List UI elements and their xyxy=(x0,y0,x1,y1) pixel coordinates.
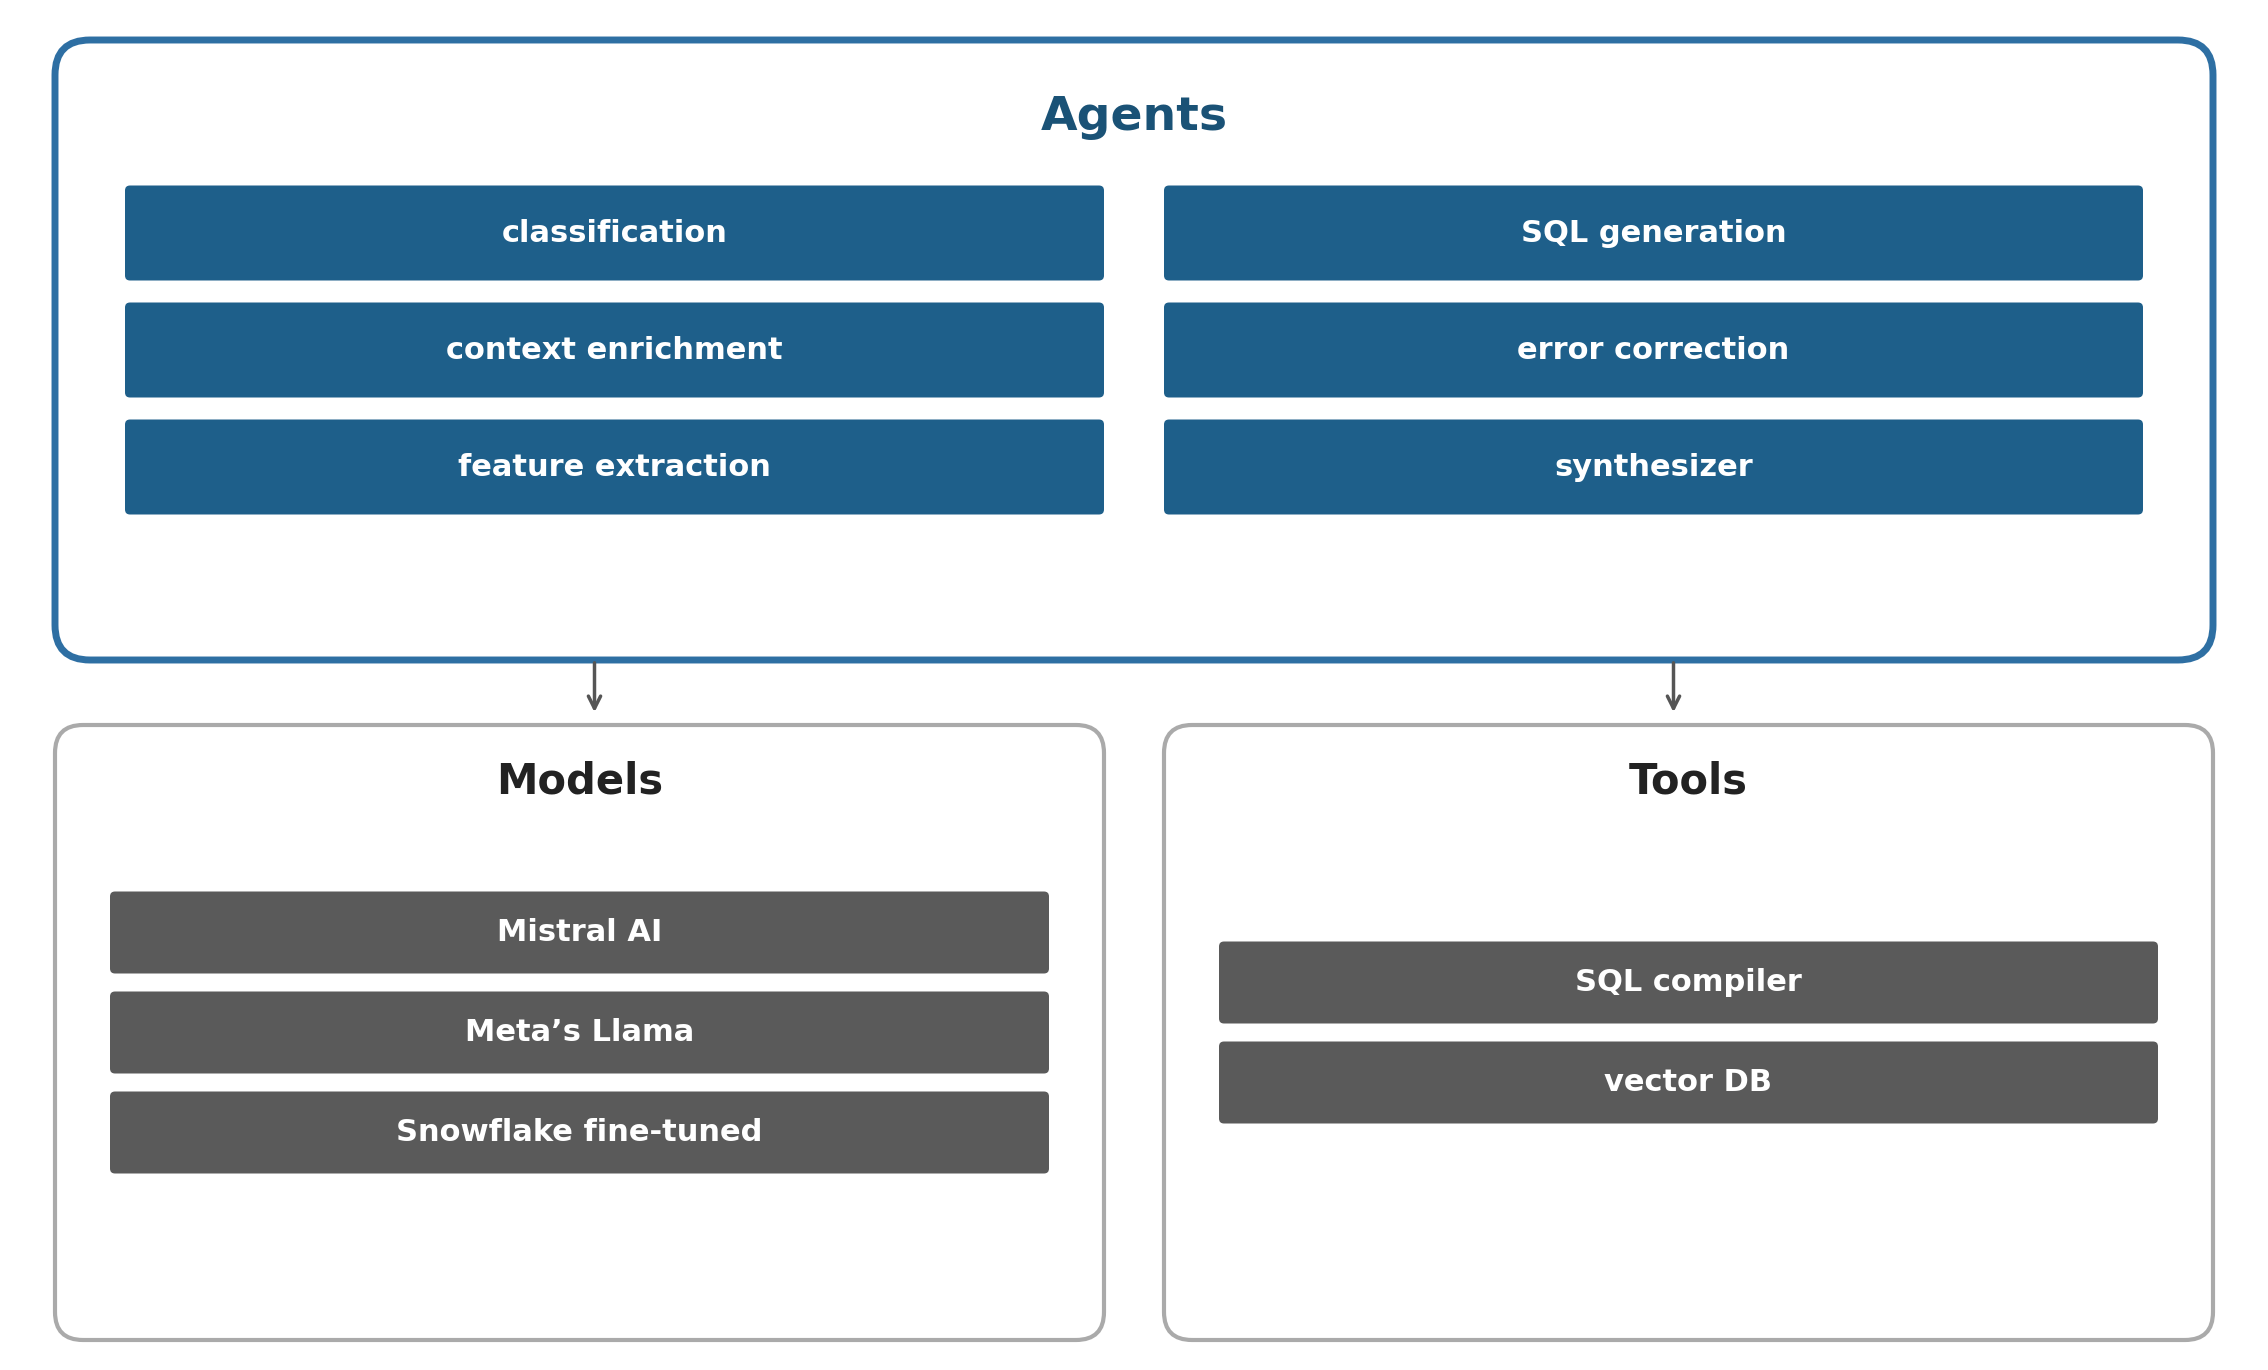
FancyBboxPatch shape xyxy=(54,40,2214,660)
Text: SQL generation: SQL generation xyxy=(1520,218,1787,248)
Text: vector DB: vector DB xyxy=(1603,1069,1774,1097)
Text: Mistral AI: Mistral AI xyxy=(497,918,662,947)
Text: SQL compiler: SQL compiler xyxy=(1574,969,1803,997)
FancyBboxPatch shape xyxy=(1163,725,2214,1340)
Text: Models: Models xyxy=(497,760,662,801)
Text: Snowflake fine-tuned: Snowflake fine-tuned xyxy=(397,1118,762,1147)
FancyBboxPatch shape xyxy=(1163,303,2143,397)
Text: Agents: Agents xyxy=(1041,95,1227,140)
Text: Tools: Tools xyxy=(1628,760,1749,801)
Text: synthesizer: synthesizer xyxy=(1554,452,1753,481)
FancyBboxPatch shape xyxy=(1163,185,2143,281)
Text: classification: classification xyxy=(501,218,728,248)
Text: error correction: error correction xyxy=(1517,336,1789,364)
FancyBboxPatch shape xyxy=(111,1092,1050,1174)
Text: feature extraction: feature extraction xyxy=(458,452,771,481)
FancyBboxPatch shape xyxy=(1218,1041,2157,1123)
Text: context enrichment: context enrichment xyxy=(447,336,782,364)
FancyBboxPatch shape xyxy=(125,303,1105,397)
FancyBboxPatch shape xyxy=(111,892,1050,974)
FancyBboxPatch shape xyxy=(1218,941,2157,1023)
FancyBboxPatch shape xyxy=(111,992,1050,1074)
FancyBboxPatch shape xyxy=(54,725,1105,1340)
FancyBboxPatch shape xyxy=(125,419,1105,515)
FancyBboxPatch shape xyxy=(125,185,1105,281)
Text: Meta’s Llama: Meta’s Llama xyxy=(465,1018,694,1047)
FancyBboxPatch shape xyxy=(1163,419,2143,515)
